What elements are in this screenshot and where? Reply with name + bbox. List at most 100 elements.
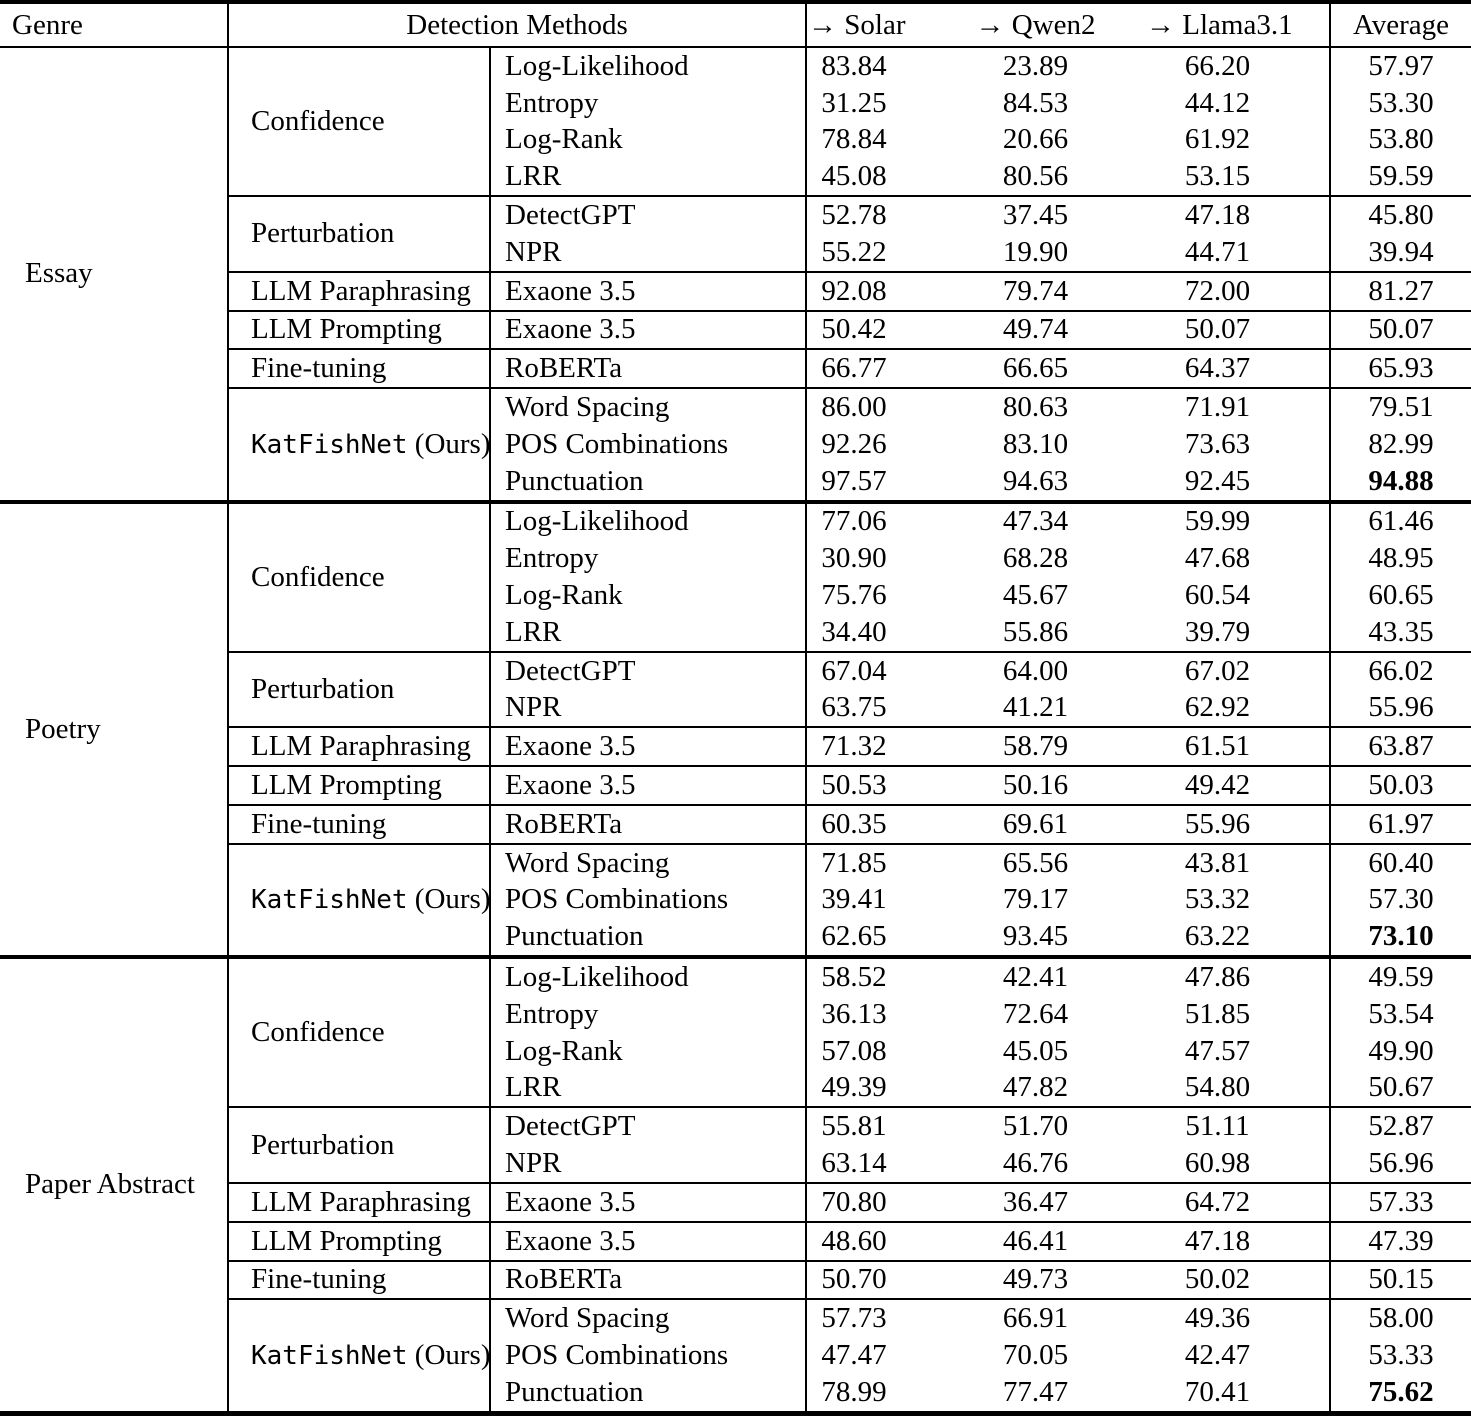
method-cell: POS Combinations	[490, 1337, 808, 1374]
score-cell: 83.10	[1002, 427, 1069, 460]
table-row: Punctuation 97.57 94.63 92.45 94.88	[0, 462, 1471, 502]
table-row: KatFishNet (Ours) Word Spacing 86.00 80.63 7…	[0, 387, 1471, 502]
table-row: Essay Confidence Log-Likelihood 83.84 23.89 6…	[0, 47, 1471, 502]
score-cell: 67.04	[806, 650, 971, 690]
katfishnet-label: KatFishNet	[251, 1340, 408, 1371]
average-cell: 59.59	[1368, 160, 1434, 193]
score-cell: 57.73	[806, 1298, 971, 1338]
score-cell: 79.74	[970, 270, 1146, 311]
ours-label: (Ours)	[407, 883, 490, 916]
method-cell: Entropy	[490, 995, 808, 1033]
average-cell: 60.65	[1368, 579, 1434, 612]
average-cell: 53.30	[1368, 86, 1434, 119]
category-cell: Fine-tuning	[228, 803, 491, 844]
method-cell: RoBERTa	[490, 348, 808, 389]
category-cell: Perturbation	[228, 195, 491, 272]
average-cell: 73.10	[1368, 920, 1434, 953]
average-cell: 57.97	[1368, 49, 1434, 82]
category-cell: LLM Prompting	[228, 1220, 491, 1261]
score-cell: 49.42	[1145, 765, 1332, 805]
genre-cell: Essay	[0, 47, 229, 502]
category-cell: LLM Prompting	[228, 309, 491, 350]
score-cell: 43.81	[1145, 842, 1332, 882]
header-row: Genre Detection Methods → Solar → Qwen2 …	[0, 2, 1471, 48]
method-cell: Exaone 3.5	[490, 726, 808, 767]
average-cell: 55.96	[1368, 691, 1434, 724]
score-cell: 47.47	[821, 1338, 887, 1371]
category-cell: LLM Paraphrasing	[228, 1181, 491, 1222]
average-cell: 82.99	[1368, 427, 1434, 460]
average-cell: 50.67	[1368, 1071, 1434, 1104]
score-cell: 59.99	[1145, 499, 1332, 541]
detection-methods-column-header: Detection Methods	[228, 2, 808, 48]
score-cell: 62.92	[1145, 689, 1332, 728]
method-cell: Log-Rank	[490, 121, 808, 159]
method-cell: DetectGPT	[490, 195, 808, 234]
average-cell: 47.39	[1330, 1220, 1471, 1261]
katfishnet-label: KatFishNet	[251, 429, 408, 460]
average-cell: 57.33	[1330, 1181, 1471, 1222]
score-cell: 48.60	[806, 1220, 971, 1261]
score-cell: 51.85	[1145, 995, 1332, 1033]
score-cell: 50.16	[970, 765, 1146, 805]
table-row: Perturbation DetectGPT 67.04 64.00 67.02 66.0…	[0, 650, 1471, 728]
score-cell: 64.37	[1145, 348, 1332, 389]
average-cell: 75.62	[1368, 1375, 1434, 1408]
category-cell: Confidence	[228, 47, 491, 197]
table-row: LLM Paraphrasing Exaone 3.5 70.80 36.47 64.7…	[0, 1181, 1471, 1222]
score-cell: 47.86	[1145, 955, 1332, 996]
method-cell: Punctuation	[490, 918, 808, 958]
average-cell: 50.07	[1330, 309, 1471, 350]
score-cell: 66.77	[806, 348, 971, 389]
score-cell: 51.70	[970, 1106, 1146, 1146]
category-cell: Confidence	[228, 955, 491, 1108]
category-cell: Fine-tuning	[228, 348, 491, 389]
table-row: Log-Rank 78.84 20.66 61.92 53.80	[0, 121, 1471, 159]
llama31-column-header: → Llama3.1	[1145, 2, 1332, 48]
score-cell: 47.18	[1145, 1220, 1332, 1261]
score-cell: 47.34	[970, 499, 1146, 541]
method-cell: Log-Rank	[490, 577, 808, 614]
table-row: LRR 49.39 47.82 54.80 50.67	[0, 1069, 1471, 1108]
table-row: Entropy 36.13 72.64 51.85 53.54	[0, 995, 1471, 1033]
score-cell: 49.73	[970, 1259, 1146, 1300]
category-cell: Confidence	[228, 499, 491, 652]
category-cell: KatFishNet (Ours)	[228, 1298, 491, 1414]
table-row: LLM Paraphrasing Exaone 3.5 92.08 79.74 72.0…	[0, 270, 1471, 311]
method-cell: Word Spacing	[490, 1298, 808, 1338]
table-row: Fine-tuning RoBERTa 60.35 69.61 55.96 61.97	[0, 803, 1471, 844]
score-cell: 46.41	[970, 1220, 1146, 1261]
score-cell: 67.02	[1145, 650, 1332, 690]
score-cell: 50.02	[1145, 1259, 1332, 1300]
score-cell: 93.45	[1002, 920, 1069, 953]
category-cell: LLM Paraphrasing	[228, 726, 491, 767]
score-cell: 83.84	[821, 49, 887, 82]
average-cell: 48.95	[1368, 542, 1434, 575]
table-row: NPR 63.75 41.21 62.92 55.96	[0, 689, 1471, 728]
score-cell: 36.13	[821, 997, 887, 1030]
score-cell: 55.86	[1002, 615, 1069, 648]
average-cell: 49.59	[1330, 955, 1471, 996]
score-cell: 58.79	[970, 726, 1146, 767]
average-cell: 65.93	[1330, 348, 1471, 389]
average-cell: 63.87	[1330, 726, 1471, 767]
method-cell: Log-Rank	[490, 1032, 808, 1070]
method-cell: Exaone 3.5	[490, 1181, 808, 1222]
score-cell: 86.00	[806, 387, 971, 426]
table-row: Punctuation 62.65 93.45 63.22 73.10	[0, 918, 1471, 958]
average-cell: 60.40	[1330, 842, 1471, 882]
table-row: Paper Abstract Confidence Log-Likelihood 58…	[0, 955, 1471, 1414]
score-cell: 97.57	[821, 464, 887, 497]
table-row: Entropy 30.90 68.28 47.68 48.95	[0, 540, 1471, 578]
genre-column-header: Genre	[0, 2, 229, 48]
ours-label: (Ours)	[407, 427, 490, 460]
average-cell: 57.30	[1368, 883, 1434, 916]
method-cell: Entropy	[490, 540, 808, 578]
average-cell: 53.80	[1368, 123, 1434, 156]
score-cell: 79.17	[1002, 883, 1069, 916]
average-cell: 61.97	[1330, 803, 1471, 844]
method-cell: Entropy	[490, 84, 808, 122]
score-cell: 77.06	[806, 499, 971, 541]
score-cell: 64.72	[1145, 1181, 1332, 1222]
